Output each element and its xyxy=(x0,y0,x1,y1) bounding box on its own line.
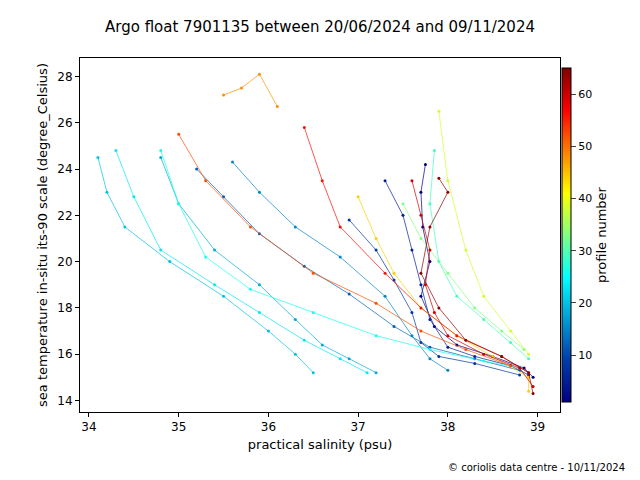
svg-text:practical salinity (psu): practical salinity (psu) xyxy=(248,437,392,452)
svg-text:sea temperature in-situ its-90: sea temperature in-situ its-90 scale (de… xyxy=(35,63,50,407)
svg-text:34: 34 xyxy=(81,420,96,434)
svg-text:39: 39 xyxy=(530,420,545,434)
svg-text:profile number: profile number xyxy=(594,186,609,283)
svg-text:20: 20 xyxy=(57,255,72,269)
svg-text:30: 30 xyxy=(578,245,592,258)
svg-text:Argo float 7901135 between 20/: Argo float 7901135 between 20/06/2024 an… xyxy=(105,18,535,36)
svg-text:24: 24 xyxy=(57,162,72,176)
svg-text:40: 40 xyxy=(578,192,592,205)
svg-text:35: 35 xyxy=(171,420,186,434)
svg-text:26: 26 xyxy=(57,116,72,130)
svg-text:14: 14 xyxy=(57,394,72,408)
svg-text:© coriolis data centre - 10/11: © coriolis data centre - 10/11/2024 xyxy=(448,462,625,473)
svg-text:28: 28 xyxy=(57,70,72,84)
svg-text:60: 60 xyxy=(578,88,592,101)
svg-text:36: 36 xyxy=(261,420,276,434)
svg-text:10: 10 xyxy=(578,349,592,362)
svg-text:37: 37 xyxy=(350,420,365,434)
svg-text:18: 18 xyxy=(57,301,72,315)
svg-text:20: 20 xyxy=(578,297,592,310)
svg-text:16: 16 xyxy=(57,347,72,361)
svg-text:38: 38 xyxy=(440,420,455,434)
svg-text:50: 50 xyxy=(578,140,592,153)
svg-text:22: 22 xyxy=(57,209,72,223)
